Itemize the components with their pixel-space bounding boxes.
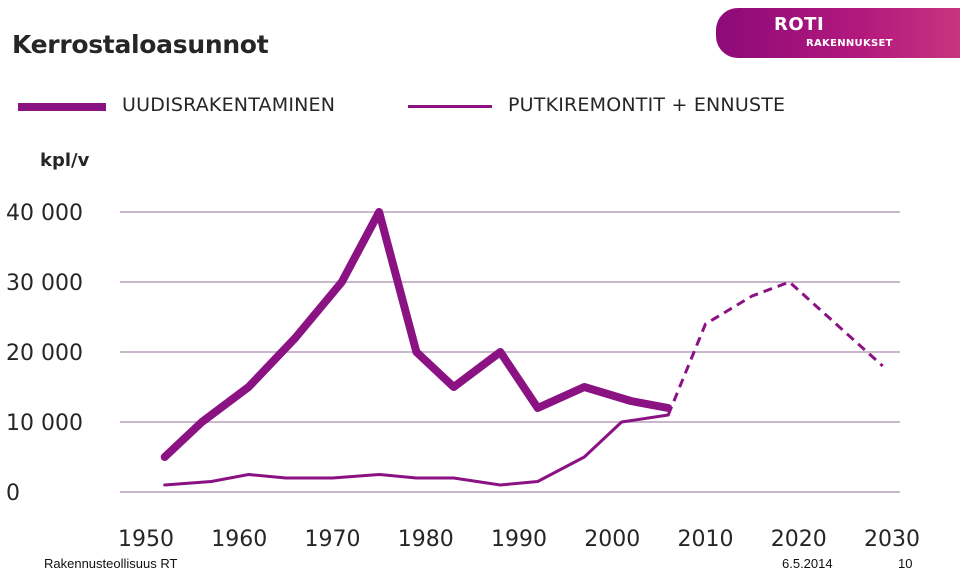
x-tick-label-1: 1960 [211, 527, 267, 552]
y-tick-label-2: 20 000 [6, 341, 83, 366]
legend-swatch-thin [408, 105, 492, 108]
footer-page-number: 10 [898, 556, 913, 571]
x-tick-label-0: 1950 [118, 527, 174, 552]
legend-label-putkiremontit: PUTKIREMONTIT + ENNUSTE [508, 94, 786, 116]
legend-swatch-thick [18, 103, 106, 111]
x-tick-label-4: 1990 [491, 527, 547, 552]
y-tick-label-3: 30 000 [6, 271, 83, 296]
x-tick-label-5: 2000 [584, 527, 640, 552]
series-lines [160, 208, 884, 487]
y-tick-labels: 0 10 000 20 000 30 000 40 000 [6, 201, 83, 506]
x-tick-label-6: 2010 [678, 527, 734, 552]
legend-label-uudisrakentaminen: UUDISRAKENTAMINEN [122, 94, 336, 116]
chart-title: Kerrostaloasunnot [12, 30, 269, 59]
series-forecast-line-1 [666, 280, 884, 416]
y-tick-label-0: 0 [6, 481, 20, 506]
gridlines [120, 211, 900, 493]
y-tick-label-4: 40 000 [6, 201, 83, 226]
x-tick-labels: 1950 1960 1970 1980 1990 2000 2010 2020 2030 [118, 527, 920, 552]
x-tick-label-2: 1970 [305, 527, 361, 552]
y-axis-unit-label: kpl/v [40, 150, 90, 171]
x-tick-label-7: 2020 [771, 527, 827, 552]
footer-source: Rakennusteollisuus RT [44, 556, 178, 571]
x-tick-label-3: 1980 [398, 527, 454, 552]
series-line-1 [163, 413, 670, 487]
chart-legend: UUDISRAKENTAMINEN PUTKIREMONTIT + ENNUST… [0, 92, 960, 122]
x-tick-label-8: 2030 [864, 527, 920, 552]
footer-date: 6.5.2014 [782, 556, 833, 571]
roti-logo: ROTI RAKENNUKSET [716, 8, 960, 58]
y-tick-label-1: 10 000 [6, 411, 83, 436]
logo-subtext: RAKENNUKSET [806, 38, 893, 49]
logo-text: ROTI [774, 14, 825, 35]
series-line-0 [160, 208, 673, 461]
